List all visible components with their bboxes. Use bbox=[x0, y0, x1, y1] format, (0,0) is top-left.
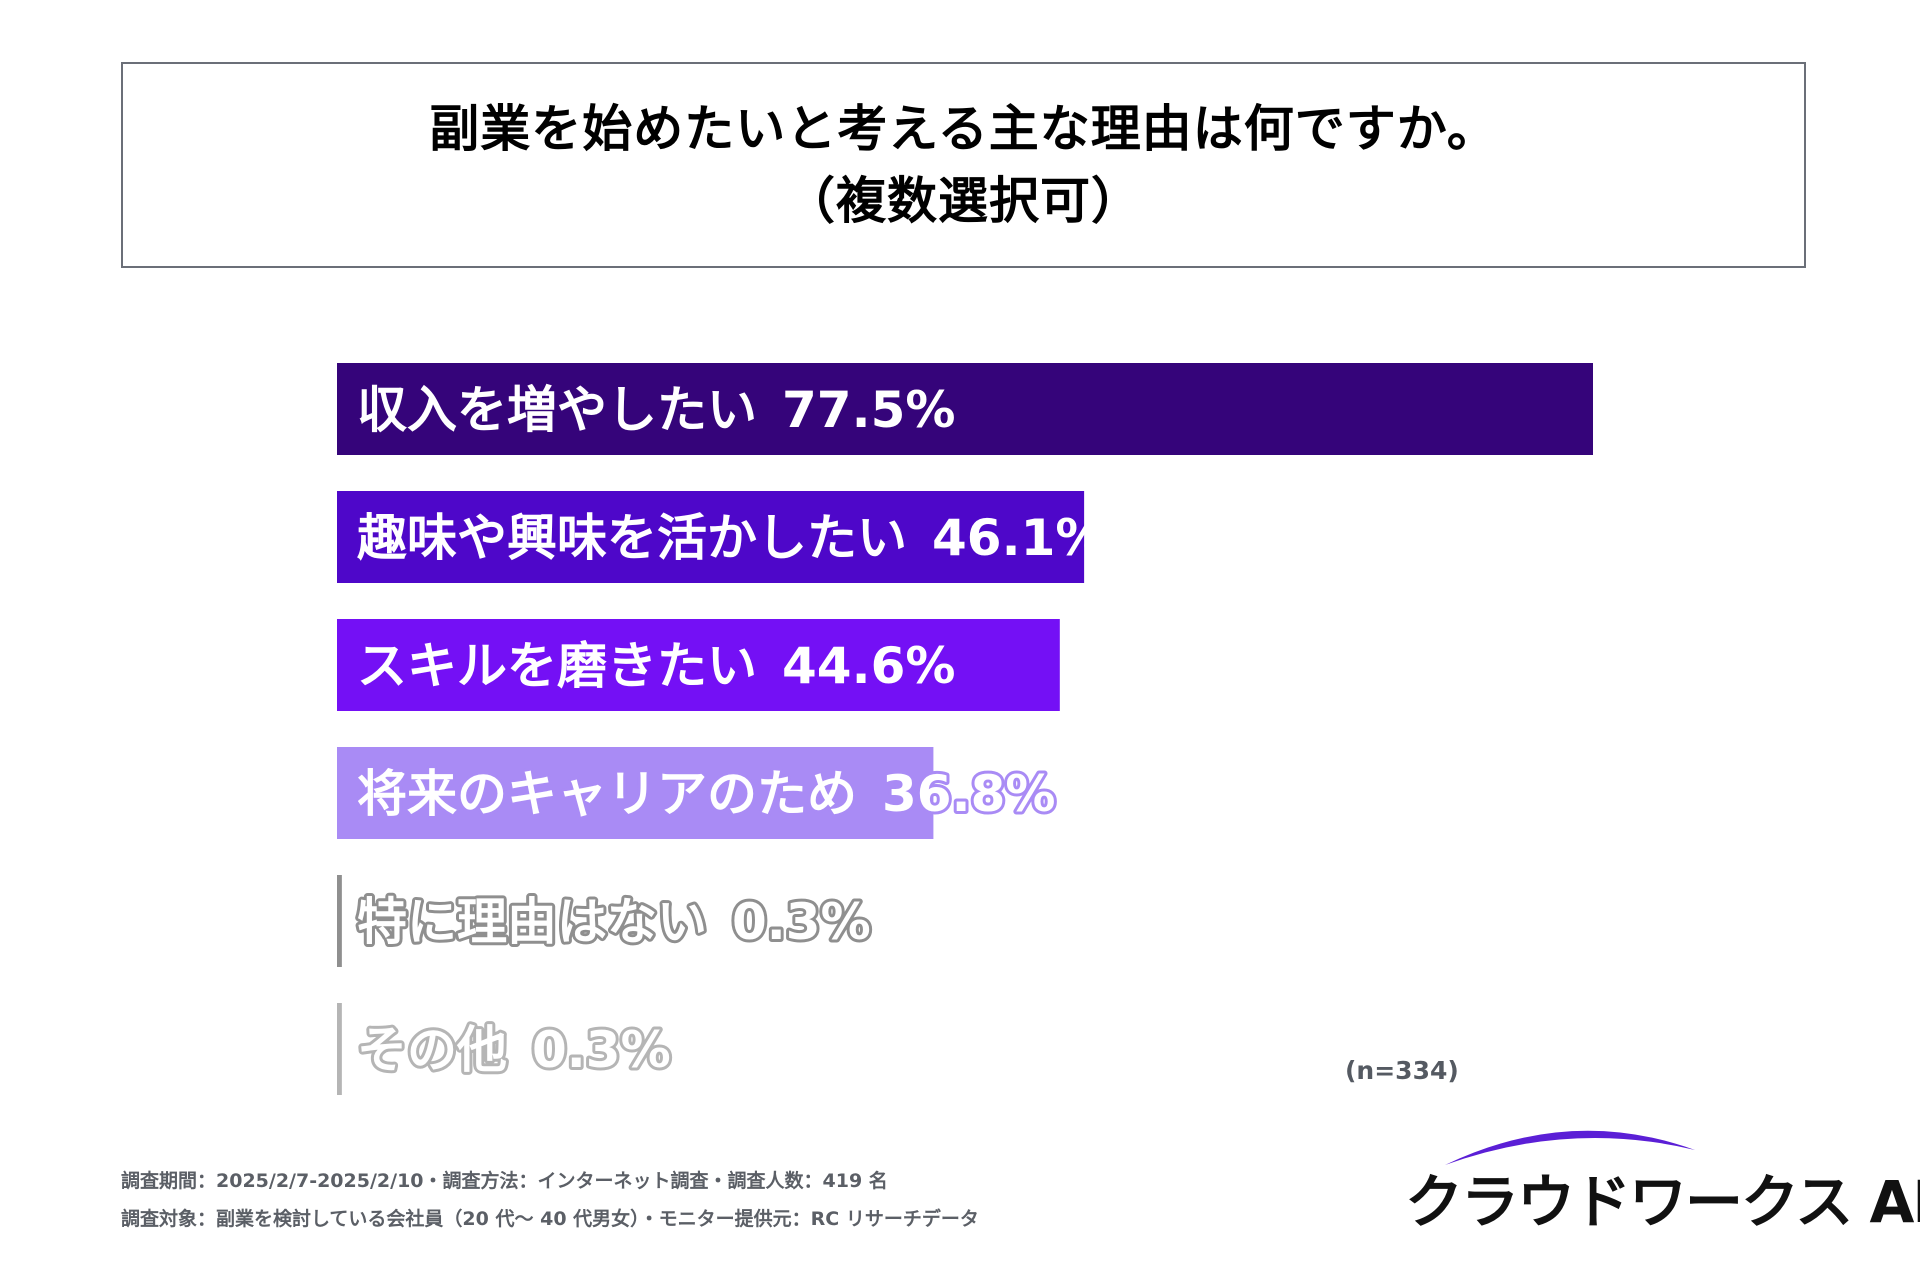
footnote-survey-target: 調査対象：副業を検討している会社員（20 代～ 40 代男女）・モニター提供元：… bbox=[121, 1208, 979, 1230]
title-box: 副業を始めたいと考える主な理由は何ですか。 （複数選択可） bbox=[121, 62, 1806, 268]
logo-arc-icon bbox=[1445, 1130, 1695, 1165]
category-label-6: その他 bbox=[357, 1021, 532, 1079]
bar-label-1: 収入を増やしたい 77.5% bbox=[357, 381, 955, 439]
bar-5 bbox=[337, 875, 342, 967]
bar-2 bbox=[337, 491, 1085, 583]
bar-3 bbox=[337, 619, 1060, 711]
value-label-2: 46.1% bbox=[932, 509, 1105, 567]
chart-title: 副業を始めたいと考える主な理由は何ですか。 bbox=[429, 100, 1498, 158]
value-label-1: 77.5% bbox=[782, 381, 955, 439]
category-label-2: 趣味や興味を活かしたい bbox=[357, 509, 932, 567]
bar-label-5: 特に理由はない 0.3% bbox=[357, 893, 871, 951]
value-label-6: 0.3% bbox=[532, 1021, 671, 1079]
bar-1 bbox=[337, 363, 1593, 455]
logo-text: クラウドワークス AI bbox=[1405, 1168, 1920, 1236]
category-label-5: 特に理由はない bbox=[357, 893, 732, 951]
category-label-1: 収入を増やしたい bbox=[357, 381, 782, 439]
bar-4 bbox=[337, 747, 934, 839]
bar-label-2: 趣味や興味を活かしたい 46.1% bbox=[357, 509, 1105, 567]
value-label-5: 0.3% bbox=[732, 893, 871, 951]
bar-label-3: スキルを磨きたい 44.6% bbox=[357, 637, 955, 695]
sample-size-note: (n=334) bbox=[1345, 1056, 1459, 1085]
bar-6 bbox=[337, 1003, 342, 1095]
footnote-survey-period: 調査期間：2025/2/7-2025/2/10・調査方法：インターネット調査・調… bbox=[121, 1170, 888, 1192]
category-label-3: スキルを磨きたい bbox=[357, 637, 782, 695]
chart-subtitle: （複数選択可） bbox=[785, 172, 1142, 230]
bar-label-4: 将来のキャリアのため 36.8% bbox=[357, 765, 1055, 823]
value-label-3: 44.6% bbox=[782, 637, 955, 695]
bar-label-6: その他 0.3% bbox=[357, 1021, 671, 1079]
value-label-4: 36.8% bbox=[882, 765, 1055, 823]
category-label-4: 将来のキャリアのため bbox=[357, 765, 882, 823]
company-logo: クラウドワークス AI bbox=[1405, 1110, 1920, 1240]
